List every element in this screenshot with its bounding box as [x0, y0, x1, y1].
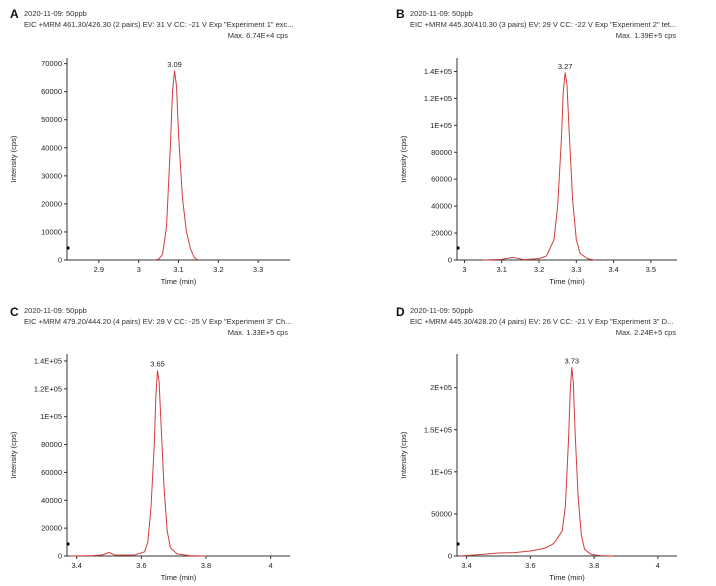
y-tick-label: 1E+05: [430, 467, 452, 476]
y-tick-label: 60000: [41, 468, 62, 477]
y-tick-label: 20000: [431, 229, 452, 238]
y-tick-label: 1.2E+05: [34, 384, 62, 393]
chromatogram-trace-a: [154, 70, 199, 261]
y-origin-marker: [456, 246, 460, 250]
x-tick-label: 3: [137, 265, 141, 274]
y-tick-label: 80000: [41, 440, 62, 449]
chromatogram-trace-c: [70, 370, 206, 557]
x-tick-label: 3.8: [589, 561, 599, 570]
y-tick-label: 0: [448, 256, 452, 265]
y-tick-label: 0: [448, 552, 452, 561]
x-tick-label: 3.1: [173, 265, 183, 274]
panel-label-d: D: [396, 305, 405, 319]
panel-label-b: B: [396, 7, 405, 21]
x-tick-label: 3.5: [646, 265, 656, 274]
x-tick-label: 3.2: [213, 265, 223, 274]
panel-b-sample-name: 2020-11-09: 50ppb: [410, 9, 473, 18]
x-tick-label: 3.4: [608, 265, 618, 274]
y-tick-label: 50000: [41, 115, 62, 124]
y-tick-label: 20000: [41, 524, 62, 533]
y-tick-label: 1E+05: [40, 412, 62, 421]
y-tick-label: 1E+05: [430, 121, 452, 130]
y-tick-label: 40000: [41, 143, 62, 152]
y-origin-marker: [66, 246, 70, 250]
x-axis-title: Time (min): [549, 573, 585, 582]
y-tick-label: 1.4E+05: [34, 356, 62, 365]
chromatogram-b: 0 20000 40000 60000 80000 1E+05 1.2E+05 1.4E+05…: [399, 58, 677, 286]
y-axis-title: Intensity (cps): [399, 135, 408, 182]
panel-label-a: A: [10, 7, 19, 21]
y-tick-label: 60000: [41, 87, 62, 96]
x-tick-label: 3.4: [71, 561, 81, 570]
y-origin-marker: [456, 542, 460, 546]
y-tick-label: 40000: [431, 202, 452, 211]
panel-b-eic-description: EIC +MRM 445.30/410.30 (3 pairs) EV: 29 …: [410, 20, 677, 29]
panel-c-sample-name: 2020-11-09: 50ppb: [24, 306, 87, 315]
x-tick-label: 3.3: [571, 265, 581, 274]
y-axis-title: Intensity (cps): [9, 431, 18, 478]
x-tick-label: 3.6: [525, 561, 535, 570]
y-tick-label: 50000: [431, 509, 452, 518]
y-axis-title: Intensity (cps): [9, 135, 18, 182]
panel-a-sample-name: 2020-11-09: 50ppb: [24, 9, 87, 18]
peak-retention-label-b: 3.27: [558, 62, 573, 71]
panel-a-eic-description: EIC +MRM 461.30/426.30 (2 pairs) EV: 31 …: [24, 20, 294, 29]
y-tick-label: 20000: [41, 199, 62, 208]
panel-label-c: C: [10, 305, 19, 319]
peak-retention-label-d: 3.73: [564, 356, 579, 365]
x-tick-label: 3.2: [534, 265, 544, 274]
panel-b-max-intensity: Max. 1.39E+5 cps: [615, 31, 676, 40]
x-tick-label: 3.6: [136, 561, 146, 570]
y-tick-label: 1.2E+05: [424, 94, 452, 103]
x-tick-label: 2.9: [94, 265, 104, 274]
y-origin-marker: [66, 542, 70, 546]
y-tick-label: 80000: [431, 148, 452, 157]
y-tick-label: 70000: [41, 59, 62, 68]
chromatogram-a: 0 10000 20000 30000 40000 50000 60000 70000 2.9 3…: [9, 58, 290, 286]
panel-d-eic-description: EIC +MRM 445.30/428.20 (4 pairs) EV: 26 …: [410, 317, 674, 326]
y-tick-label: 0: [58, 552, 62, 561]
chromatogram-c: 0 20000 40000 60000 80000 1E+05 1.2E+05 1.4E+05…: [9, 354, 290, 582]
panel-a-max-intensity: Max. 6.74E+4 cps: [227, 31, 288, 40]
panel-c-eic-description: EIC +MRM 479.20/444.20 (4 pairs) EV: 29 …: [24, 317, 292, 326]
chromatogram-trace-d: [460, 366, 614, 557]
y-tick-label: 10000: [41, 227, 62, 236]
x-tick-label: 4: [656, 561, 660, 570]
y-tick-label: 60000: [431, 175, 452, 184]
x-axis-title: Time (min): [161, 573, 197, 582]
y-tick-label: 1.4E+05: [424, 67, 452, 76]
x-tick-label: 3.3: [253, 265, 263, 274]
chromatogram-d: 0 50000 1E+05 1.5E+05 2E+05 3.4 3.6 3.8 4 Time (m…: [399, 354, 677, 582]
y-tick-label: 0: [58, 256, 62, 265]
chromatogram-trace-b: [483, 72, 596, 261]
panel-d-max-intensity: Max. 2.24E+5 cps: [615, 328, 676, 337]
x-tick-label: 3.1: [497, 265, 507, 274]
x-tick-label: 3: [462, 265, 466, 274]
panel-d-sample-name: 2020-11-09: 50ppb: [410, 306, 473, 315]
y-tick-label: 40000: [41, 496, 62, 505]
y-tick-label: 1.5E+05: [424, 425, 452, 434]
peak-retention-label-c: 3.65: [150, 360, 165, 369]
y-tick-label: 30000: [41, 171, 62, 180]
x-tick-label: 3.4: [461, 561, 471, 570]
y-tick-label: 2E+05: [430, 383, 452, 392]
panel-c-max-intensity: Max. 1.33E+5 cps: [227, 328, 288, 337]
x-tick-label: 4: [269, 561, 273, 570]
x-tick-label: 3.8: [201, 561, 211, 570]
x-axis-title: Time (min): [549, 277, 585, 286]
y-axis-title: Intensity (cps): [399, 431, 408, 478]
x-axis-title: Time (min): [161, 277, 197, 286]
peak-retention-label-a: 3.09: [167, 60, 182, 69]
